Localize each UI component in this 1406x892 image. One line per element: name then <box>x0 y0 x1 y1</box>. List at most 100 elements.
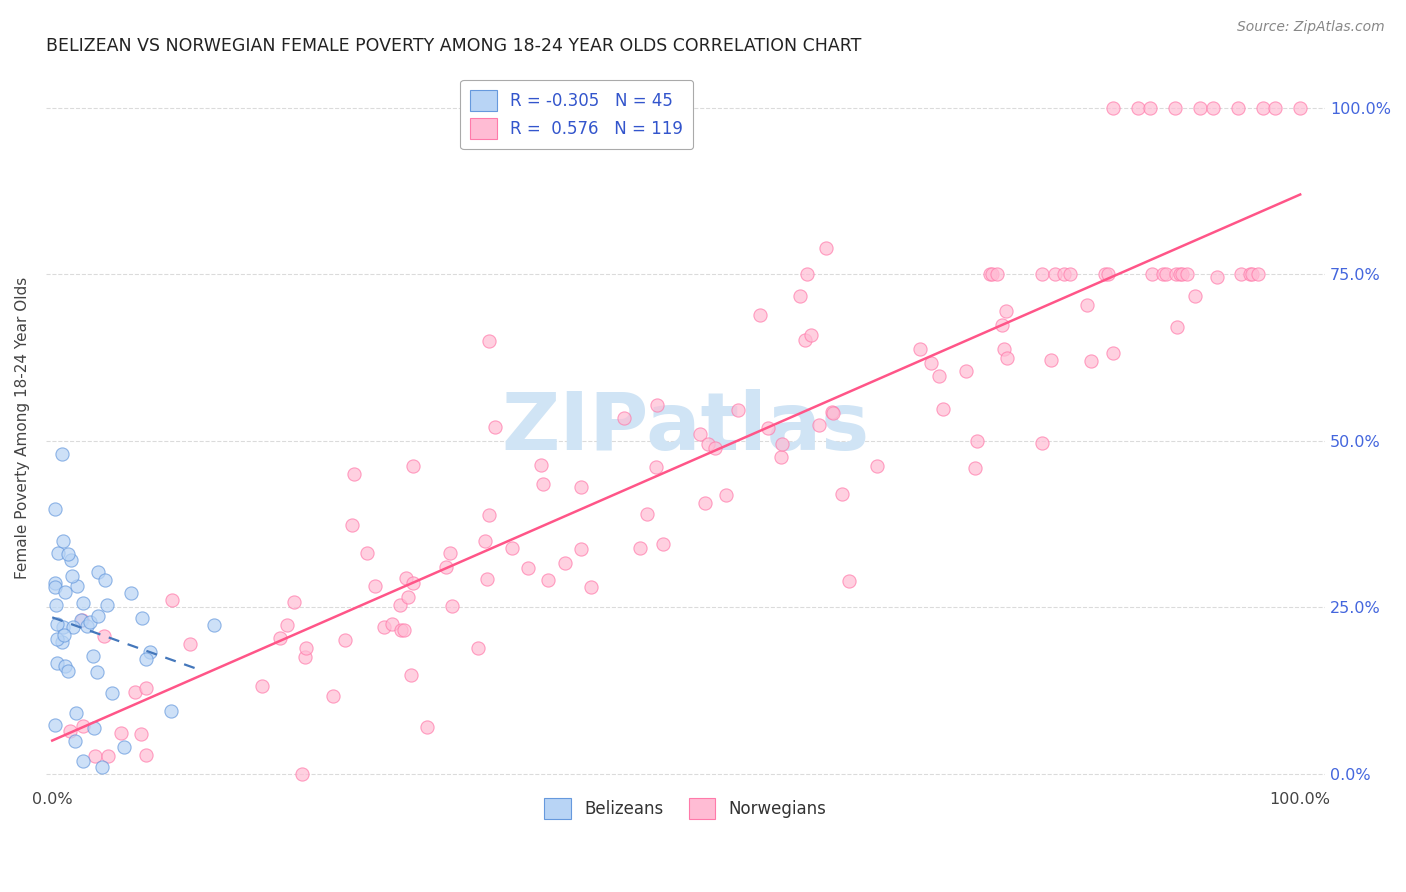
Point <box>276 618 298 632</box>
Point <box>838 574 860 589</box>
Point <box>908 343 931 357</box>
Point <box>991 318 1014 333</box>
Point <box>516 560 538 574</box>
Point <box>53 585 76 599</box>
Point <box>179 637 201 651</box>
Point <box>1247 268 1270 282</box>
Point <box>401 668 423 682</box>
Point <box>980 268 1002 282</box>
Point <box>770 437 793 451</box>
Point <box>46 656 69 670</box>
Point <box>966 434 988 448</box>
Point <box>46 546 69 560</box>
Point <box>808 418 831 433</box>
Point <box>72 719 94 733</box>
Point <box>44 576 66 591</box>
Point <box>44 580 66 594</box>
Point <box>44 502 66 516</box>
Point <box>72 754 94 768</box>
Point <box>1202 101 1225 115</box>
Point <box>569 542 592 557</box>
Point <box>392 624 415 638</box>
Point <box>821 405 844 419</box>
Point <box>794 333 817 347</box>
Point <box>1166 320 1188 334</box>
Point <box>932 401 955 416</box>
Point <box>402 459 425 474</box>
Point <box>920 356 942 370</box>
Point <box>135 652 157 666</box>
Point <box>530 458 553 473</box>
Point <box>45 598 67 612</box>
Point <box>1039 352 1062 367</box>
Point <box>335 632 357 647</box>
Point <box>484 419 506 434</box>
Point <box>45 632 67 647</box>
Point <box>569 480 592 494</box>
Point <box>250 679 273 693</box>
Point <box>51 635 73 649</box>
Point <box>1166 268 1188 282</box>
Point <box>727 403 749 417</box>
Point <box>340 518 363 533</box>
Point <box>1126 101 1149 115</box>
Point <box>1239 268 1261 282</box>
Point <box>135 681 157 695</box>
Point <box>1189 101 1212 115</box>
Point <box>120 586 142 600</box>
Point <box>928 369 950 384</box>
Point <box>1264 101 1286 115</box>
Point <box>1097 268 1119 282</box>
Point <box>87 565 110 579</box>
Point <box>139 645 162 659</box>
Point <box>1154 268 1177 282</box>
Point <box>814 241 837 255</box>
Point <box>91 760 114 774</box>
Point <box>389 598 412 612</box>
Point <box>693 496 716 510</box>
Point <box>291 767 314 781</box>
Point <box>1043 268 1066 282</box>
Point <box>1171 268 1194 282</box>
Point <box>101 686 124 700</box>
Point <box>110 726 132 740</box>
Point <box>44 718 66 732</box>
Point <box>1152 268 1174 282</box>
Point <box>204 618 226 632</box>
Point <box>1094 268 1116 282</box>
Point <box>796 268 818 282</box>
Point <box>86 665 108 680</box>
Point <box>96 598 118 612</box>
Point <box>821 405 844 419</box>
Point <box>60 568 83 582</box>
Point <box>647 398 669 412</box>
Point <box>644 460 666 475</box>
Point <box>1080 354 1102 368</box>
Point <box>322 690 344 704</box>
Point <box>1076 298 1098 312</box>
Point <box>478 334 501 348</box>
Point <box>83 721 105 735</box>
Point <box>475 572 498 586</box>
Point <box>474 534 496 549</box>
Point <box>800 328 823 343</box>
Point <box>45 617 67 632</box>
Point <box>1031 268 1053 282</box>
Point <box>1175 268 1198 282</box>
Point <box>160 704 183 718</box>
Point <box>373 620 395 634</box>
Point <box>995 304 1018 318</box>
Point <box>1229 268 1251 282</box>
Point <box>124 685 146 699</box>
Point <box>283 595 305 609</box>
Point <box>965 460 987 475</box>
Point <box>56 547 79 561</box>
Point <box>531 476 554 491</box>
Point <box>979 268 1001 282</box>
Point <box>76 618 98 632</box>
Point <box>72 613 94 627</box>
Point <box>97 749 120 764</box>
Point <box>84 749 107 764</box>
Point <box>1168 268 1191 282</box>
Point <box>955 364 977 378</box>
